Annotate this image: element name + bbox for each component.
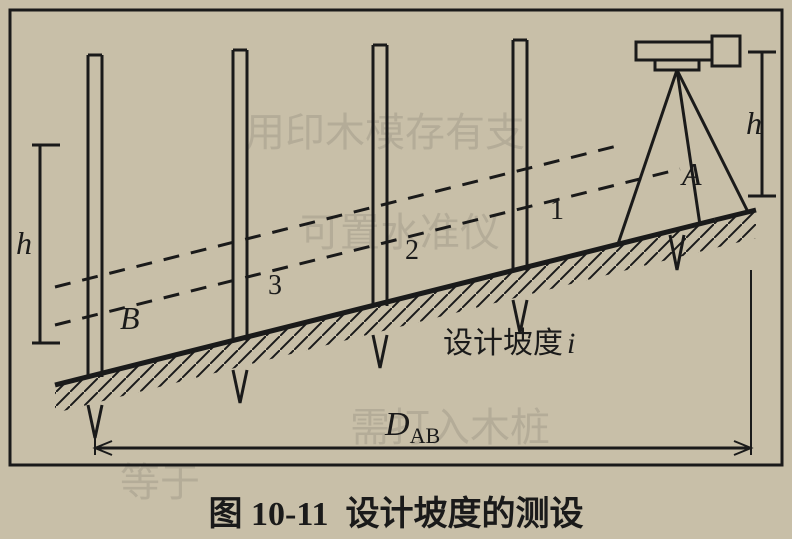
caption-prefix: 图 10-11 [209,496,329,533]
ground-hatch [55,220,715,413]
D-sub: AB [410,423,441,448]
diagram-svg [0,0,792,539]
stake-label-1: 1 [550,195,564,227]
h-dim-left [32,145,60,343]
caption-title: 设计坡度的测设 [345,496,583,533]
slope-label: 设计坡度i [443,318,575,362]
diagram-page: { "figure": { "type": "diagram", "title_… [0,0,792,539]
slope-label-text: 设计坡度 [443,327,563,360]
h-right-label: h [746,105,762,142]
D-label: DAB [385,406,440,449]
instrument-line [55,169,680,325]
D-symbol: D [385,406,410,443]
slope-symbol: i [567,327,575,360]
stake-label-3: 3 [268,270,282,302]
stake-label-2: 2 [405,235,419,267]
figure-caption: 图 10-11 设计坡度的测设 [0,486,792,535]
point-B-label: B [120,300,140,337]
h-left-label: h [16,225,32,262]
point-A-label: A [682,156,702,193]
